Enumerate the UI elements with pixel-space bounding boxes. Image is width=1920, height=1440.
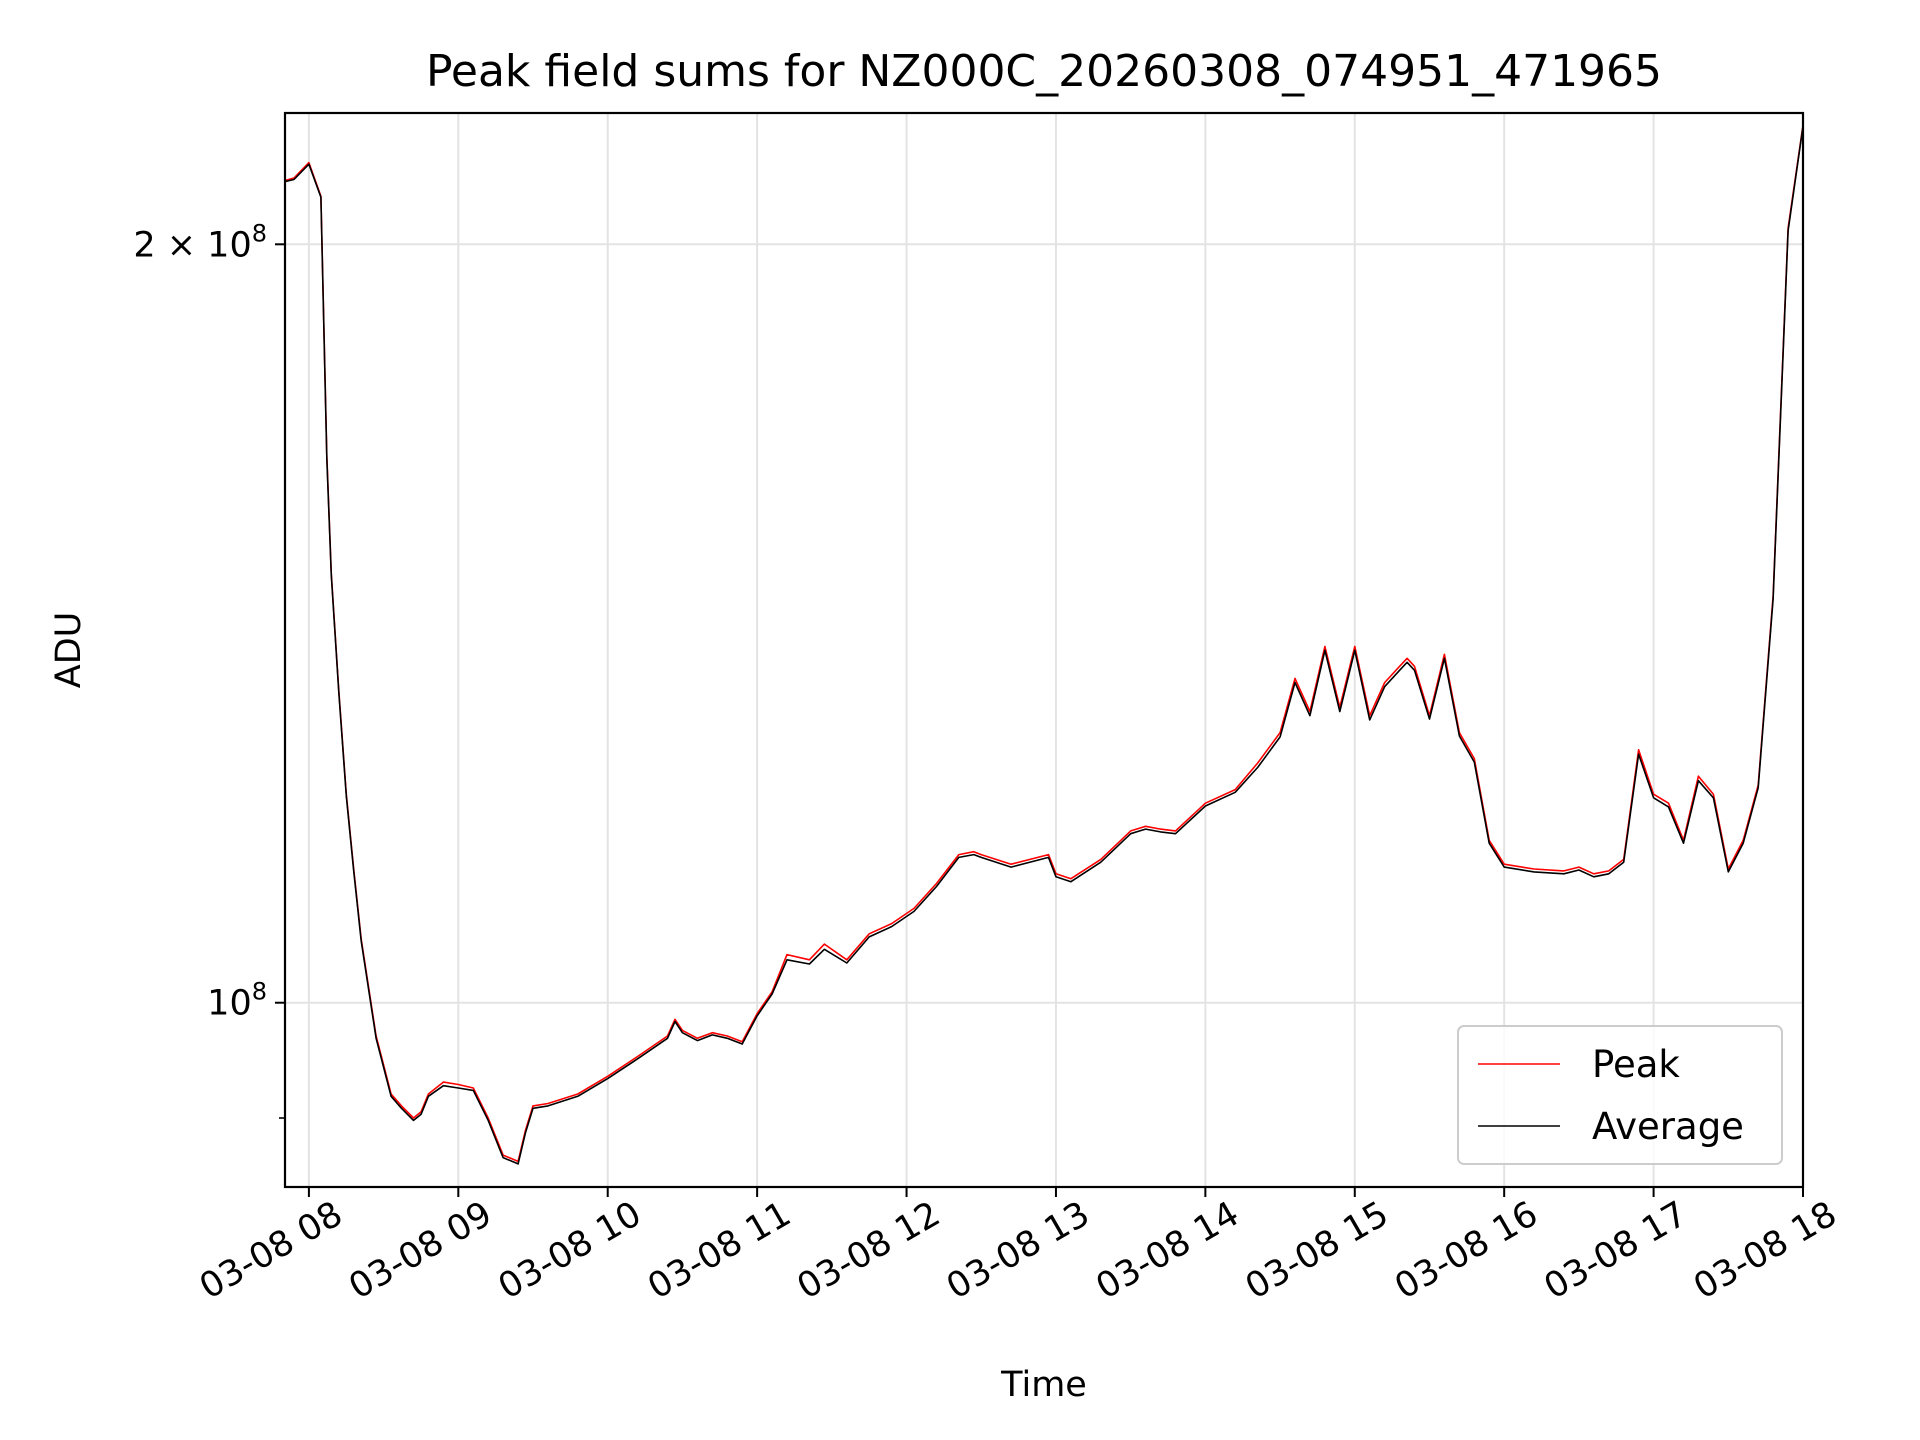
- plot-frame: [283, 111, 1805, 1189]
- chart-title: Peak field sums for NZ000C_20260308_0749…: [426, 46, 1662, 97]
- y-tick-label: 108: [207, 978, 267, 1024]
- y-axis-label: ADU: [49, 612, 89, 689]
- y-tick-label: 2 × 108: [133, 219, 267, 265]
- legend-label-average: Average: [1592, 1105, 1744, 1148]
- legend-label-peak: Peak: [1592, 1043, 1680, 1086]
- series-layer: [284, 125, 1804, 1165]
- y-axis: 108 2 × 108: [133, 219, 285, 1119]
- x-axis-label: Time: [1000, 1365, 1087, 1405]
- legend: Peak Average: [1457, 1025, 1783, 1165]
- legend-box: [1457, 1025, 1783, 1165]
- series-line-peak: [284, 125, 1804, 1163]
- series-line-average: [284, 126, 1804, 1165]
